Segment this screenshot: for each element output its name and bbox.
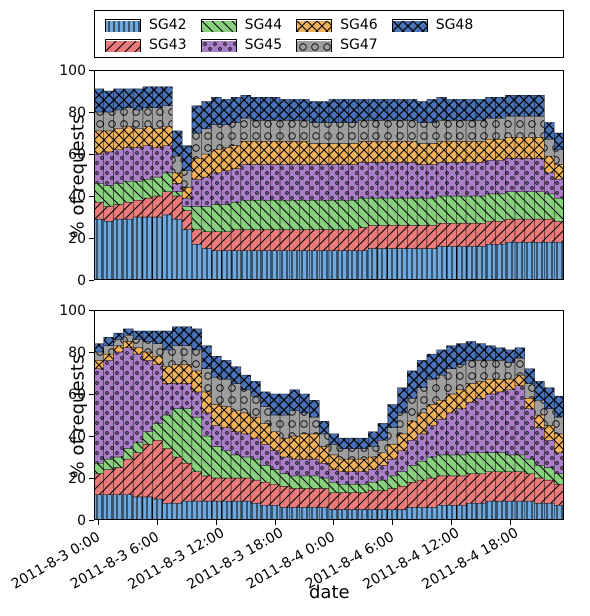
xtick-mark: [275, 520, 276, 525]
legend-item: SG42: [105, 16, 187, 34]
xtick-mark: [333, 520, 334, 525]
ytick-mark: [89, 352, 94, 353]
legend: SG42 SG43 SG44 SG45 SG46 SG47 SG48: [94, 10, 564, 58]
legend-label: SG46: [340, 17, 378, 33]
xtick-mark: [392, 520, 393, 525]
legend-swatch: [296, 39, 332, 52]
legend-item: SG43: [105, 36, 187, 54]
xtick-mark: [510, 520, 511, 525]
legend-label: SG42: [149, 17, 187, 33]
ytick-label: 0: [52, 273, 86, 289]
legend-item: SG44: [201, 16, 283, 34]
legend-item: SG46: [296, 16, 378, 34]
legend-swatch: [201, 19, 237, 32]
xtick-mark: [451, 520, 452, 525]
ytick-mark: [89, 70, 94, 71]
legend-swatch: [105, 19, 141, 32]
ytick-mark: [89, 310, 94, 311]
legend-label: SG45: [245, 37, 283, 53]
ytick-label: 100: [52, 63, 86, 79]
panel-frame: [94, 70, 564, 280]
xtick-mark: [216, 520, 217, 525]
legend-label: SG44: [245, 17, 283, 33]
legend-item: SG45: [201, 36, 283, 54]
ytick-mark: [89, 394, 94, 395]
legend-label: SG47: [340, 37, 378, 53]
ytick-mark: [89, 112, 94, 113]
legend-label: SG43: [149, 37, 187, 53]
ylabel: % of requests: [67, 355, 88, 479]
panel-frame: [94, 310, 564, 520]
ytick-mark: [89, 238, 94, 239]
ytick-mark: [89, 478, 94, 479]
legend-swatch: [296, 19, 332, 32]
ytick-label: 0: [52, 513, 86, 529]
ytick-label: 100: [52, 303, 86, 319]
ytick-mark: [89, 196, 94, 197]
ytick-mark: [89, 280, 94, 281]
legend-swatch: [201, 39, 237, 52]
xtick-mark: [157, 520, 158, 525]
ytick-mark: [89, 154, 94, 155]
xlabel: date: [309, 582, 350, 603]
legend-item: SG47: [296, 36, 378, 54]
legend-swatch: [392, 19, 428, 32]
figure: SG42SG43SG44SG45SG46SG47SG48020406080100…: [0, 0, 590, 616]
legend-label: SG48: [436, 17, 474, 33]
legend-swatch: [105, 39, 141, 52]
xtick-mark: [98, 520, 99, 525]
legend-item: SG48: [392, 16, 474, 34]
ytick-mark: [89, 520, 94, 521]
ylabel: % of requests: [67, 115, 88, 239]
ytick-mark: [89, 436, 94, 437]
